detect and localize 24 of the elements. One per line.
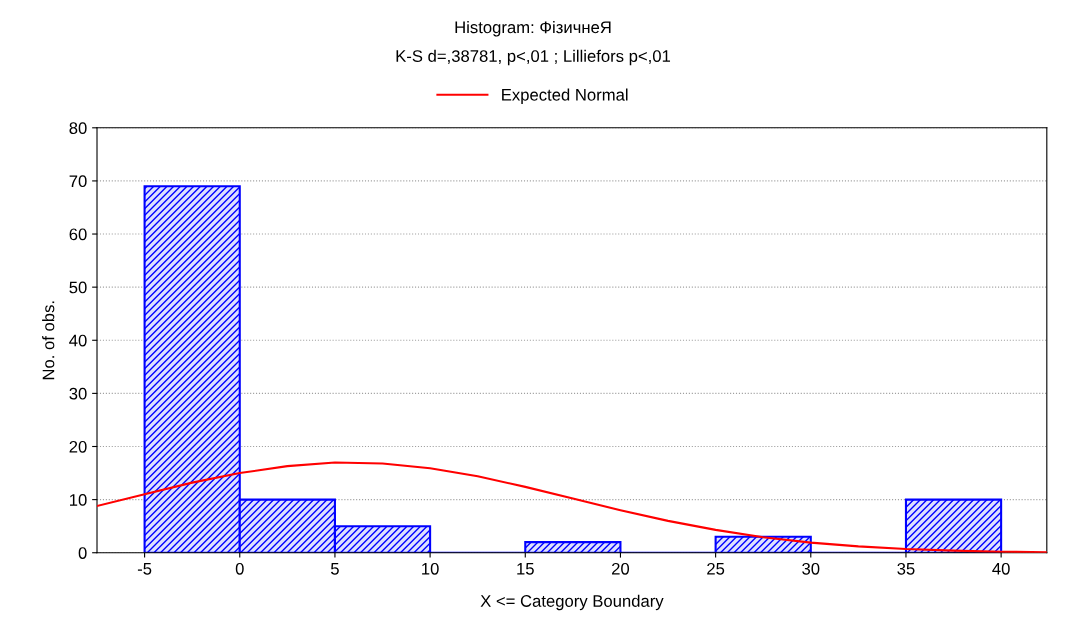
chart-subtitle: K-S d=,38781, p<,01 ; Lilliefors p<,01 bbox=[396, 49, 671, 66]
y-tick-label: 40 bbox=[69, 334, 87, 347]
x-tick-label: 5 bbox=[330, 563, 339, 575]
x-tick-label: 40 bbox=[992, 562, 1010, 575]
y-tick-label: 80 bbox=[69, 122, 87, 134]
x-tick-label: 35 bbox=[897, 562, 915, 575]
y-tick-label: 0 bbox=[78, 547, 87, 559]
x-tick-label: 20 bbox=[612, 562, 630, 575]
y-tick-label: 30 bbox=[69, 387, 87, 400]
x-tick-label: 25 bbox=[707, 562, 725, 575]
chart-title: Histogram: ФізичнеЯ bbox=[455, 20, 611, 37]
x-tick-label: 15 bbox=[517, 563, 534, 575]
x-axis-title: X <= Category Boundary bbox=[480, 594, 664, 611]
legend-label: Expected Normal bbox=[502, 88, 628, 105]
y-tick-label: 70 bbox=[69, 175, 87, 188]
x-tick-label: 0 bbox=[235, 562, 244, 575]
x-tick-label: 30 bbox=[802, 562, 820, 575]
y-axis-title: No. of obs. bbox=[42, 301, 55, 380]
x-tick-label: 10 bbox=[422, 562, 439, 575]
y-tick-label: 10 bbox=[70, 494, 87, 506]
x-tick-label: -5 bbox=[137, 563, 152, 575]
y-tick-label: 20 bbox=[69, 440, 87, 453]
y-tick-label: 60 bbox=[69, 228, 87, 241]
y-tick-label: 50 bbox=[69, 281, 87, 294]
